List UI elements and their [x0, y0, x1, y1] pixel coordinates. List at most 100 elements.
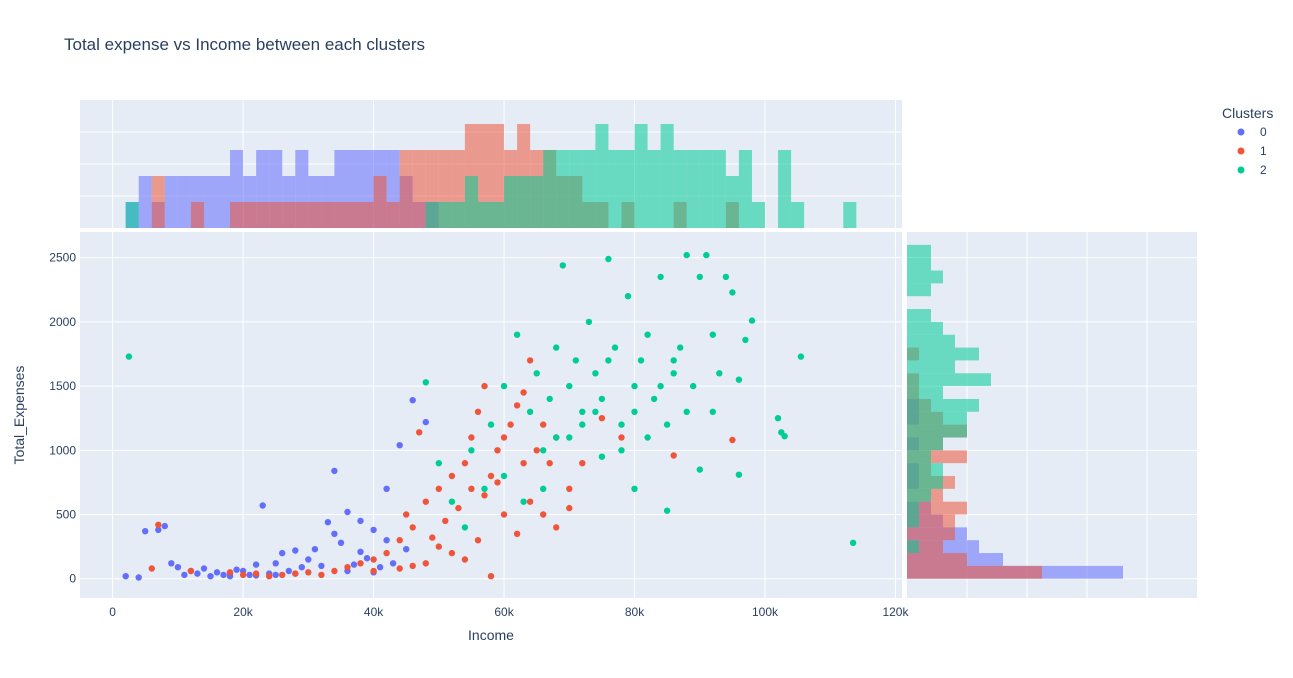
point-cluster-1 — [252, 570, 260, 577]
point-cluster-0 — [161, 522, 168, 530]
point-cluster-0 — [233, 566, 240, 573]
top-hist-bar-cluster-1 — [360, 202, 374, 228]
point-cluster-1 — [520, 389, 527, 396]
point-cluster-0 — [135, 574, 142, 581]
right-hist-bar-cluster-2 — [907, 450, 931, 464]
top-hist-bar-cluster-2 — [608, 150, 622, 228]
point-cluster-1 — [566, 504, 573, 512]
x-tick-label: 0 — [109, 605, 116, 619]
top-hist-bar-cluster-2 — [491, 202, 505, 228]
point-cluster-1 — [370, 556, 377, 563]
top-hist-bar-cluster-2 — [582, 150, 596, 228]
top-hist-bar-cluster-2 — [125, 202, 139, 228]
point-cluster-1 — [507, 421, 514, 428]
point-cluster-2 — [624, 293, 632, 300]
point-cluster-2 — [735, 376, 743, 383]
point-cluster-2 — [637, 357, 645, 364]
point-cluster-0 — [318, 562, 325, 570]
y-tick-label: 2000 — [49, 315, 76, 329]
point-cluster-1 — [461, 460, 469, 467]
point-cluster-1 — [409, 524, 416, 531]
point-cluster-2 — [716, 370, 723, 377]
point-cluster-0 — [396, 442, 403, 449]
right-hist-bar-cluster-2 — [907, 514, 919, 528]
top-hist-bar-cluster-2 — [725, 176, 739, 228]
point-cluster-2 — [644, 434, 651, 441]
top-histogram — [80, 100, 902, 228]
top-hist-bar-cluster-2 — [843, 202, 857, 228]
point-cluster-2 — [461, 524, 469, 531]
right-hist-bar-cluster-2 — [907, 309, 931, 322]
point-cluster-1 — [487, 472, 495, 480]
point-cluster-2 — [585, 318, 593, 326]
top-hist-bar-cluster-2 — [660, 124, 674, 228]
top-hist-bar-cluster-2 — [464, 176, 478, 228]
point-cluster-1 — [422, 498, 429, 505]
point-cluster-1 — [513, 402, 521, 409]
point-cluster-2 — [644, 331, 651, 338]
top-hist-bar-cluster-1 — [321, 202, 335, 228]
top-hist-bar-cluster-2 — [517, 176, 531, 228]
legend-marker-cluster-0 — [1237, 128, 1245, 136]
top-hist-bar-cluster-1 — [412, 150, 426, 228]
point-cluster-1 — [279, 571, 286, 579]
point-cluster-2 — [677, 344, 684, 351]
point-cluster-2 — [729, 289, 736, 296]
top-hist-bar-cluster-2 — [425, 202, 439, 228]
point-cluster-2 — [592, 370, 599, 377]
point-cluster-0 — [207, 573, 214, 580]
point-cluster-2 — [618, 447, 625, 454]
top-hist-bar-cluster-2 — [477, 202, 491, 228]
point-cluster-2 — [735, 471, 743, 478]
legend: Clusters 0 1 2 — [1222, 105, 1273, 177]
point-cluster-0 — [122, 573, 129, 580]
point-cluster-0 — [168, 560, 175, 567]
point-cluster-1 — [513, 530, 521, 537]
point-cluster-0 — [292, 547, 299, 554]
point-cluster-1 — [455, 504, 462, 512]
point-cluster-2 — [605, 357, 612, 364]
right-hist-bar-cluster-2 — [907, 321, 943, 335]
top-hist-bar-cluster-2 — [647, 150, 661, 228]
point-cluster-1 — [226, 569, 234, 576]
point-cluster-1 — [318, 571, 325, 579]
point-cluster-1 — [481, 492, 488, 499]
point-cluster-0 — [298, 564, 305, 571]
point-cluster-2 — [520, 498, 527, 505]
point-cluster-0 — [181, 571, 188, 579]
point-cluster-0 — [246, 571, 253, 579]
top-hist-bar-cluster-1 — [190, 202, 204, 228]
point-cluster-0 — [200, 565, 208, 572]
point-cluster-0 — [383, 537, 390, 544]
top-hist-bar-cluster-1 — [347, 202, 361, 228]
point-cluster-0 — [305, 556, 312, 563]
point-cluster-2 — [579, 421, 586, 428]
point-cluster-1 — [305, 569, 312, 576]
top-hist-bar-cluster-1 — [399, 150, 413, 228]
legend-marker-cluster-1 — [1237, 147, 1245, 155]
point-cluster-2 — [631, 382, 638, 390]
right-hist-bar-cluster-2 — [907, 411, 967, 425]
point-cluster-1 — [448, 549, 456, 557]
legend-label-cluster-2: 2 — [1260, 163, 1267, 177]
x-tick-label: 100k — [752, 605, 779, 619]
right-hist-bar-cluster-2 — [907, 488, 931, 502]
point-cluster-2 — [774, 415, 782, 422]
top-hist-bar-cluster-0 — [217, 176, 231, 228]
point-cluster-1 — [520, 460, 527, 467]
right-hist-bar-cluster-1 — [907, 501, 967, 515]
point-cluster-1 — [396, 537, 403, 544]
y-tick-label: 1500 — [49, 379, 76, 393]
point-cluster-2 — [657, 273, 664, 281]
right-hist-bar-cluster-2 — [907, 501, 919, 515]
right-hist-bar-cluster-2 — [907, 347, 979, 361]
point-cluster-2 — [670, 357, 677, 364]
top-hist-bar-cluster-1 — [334, 202, 348, 228]
right-hist-bar-cluster-2 — [907, 270, 943, 284]
chart-title: Total expense vs Income between each clu… — [64, 35, 425, 54]
point-cluster-1 — [500, 511, 508, 518]
top-hist-bar-cluster-2 — [712, 150, 726, 228]
y-tick-label: 500 — [56, 508, 76, 522]
point-cluster-1 — [546, 460, 553, 467]
